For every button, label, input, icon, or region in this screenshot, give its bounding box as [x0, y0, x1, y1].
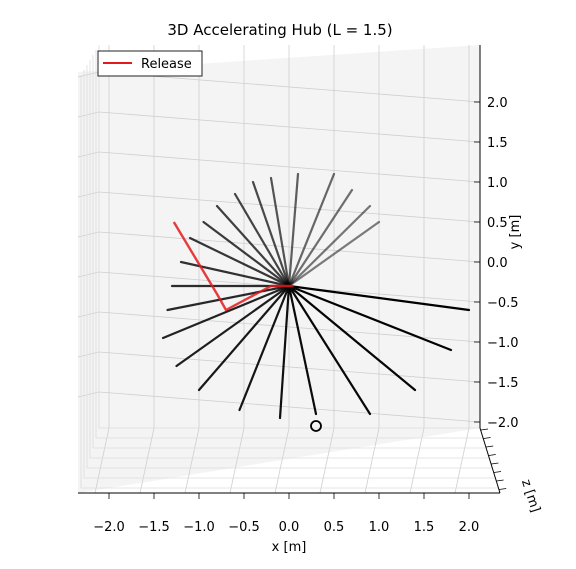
- snapshot-segment: [215, 204, 291, 288]
- y-gridline-side: [77, 231, 100, 238]
- snapshot-segment: [287, 220, 381, 288]
- y-gridline-side: [77, 271, 100, 278]
- snapshot-segment: [287, 284, 318, 416]
- x-gridline-floor: [229, 427, 245, 494]
- y-gridline: [98, 111, 481, 143]
- y-gridline-side: [77, 191, 100, 198]
- y-gridline: [98, 351, 481, 383]
- release-curve: [172, 221, 294, 312]
- grid: [77, 45, 498, 494]
- y-gridline-side: [77, 351, 100, 358]
- x-gridline-floor: [364, 427, 380, 494]
- snapshot-segment: [287, 172, 336, 288]
- x-gridline-floor: [319, 427, 335, 494]
- snapshot-segment: [287, 284, 417, 392]
- y-tick-label: −2.0: [487, 416, 519, 431]
- snapshot-segment: [287, 204, 372, 288]
- z-tick-mark: [483, 437, 491, 439]
- x-gridline-floor: [139, 427, 155, 494]
- y-tick-label: 2.0: [487, 96, 508, 111]
- y-gridline-side: [77, 391, 100, 398]
- legend: Release: [97, 50, 203, 77]
- snapshot-segment: [238, 284, 291, 412]
- snapshot-segment: [202, 220, 291, 288]
- x-tick-label: −2.0: [93, 520, 125, 535]
- z-tick-mark: [480, 428, 489, 431]
- snapshot-segment: [175, 284, 291, 368]
- z-ticks: [480, 428, 507, 490]
- snapshot-segment: [287, 188, 354, 288]
- snapshot-segment: [269, 176, 291, 288]
- y-ticks: 2.0 1.5 1.0 0.5 0.0 −0.5 −1.0 −1.5 −2.0: [474, 96, 519, 431]
- snapshot-segment: [197, 284, 291, 392]
- y-tick-label: 0.5: [487, 216, 508, 231]
- y-tick-label: 1.0: [487, 176, 508, 191]
- z-tick-mark: [486, 445, 494, 448]
- x-tick-label: −1.5: [138, 520, 170, 535]
- y-tick-label: −1.5: [487, 376, 519, 391]
- x-tick-label: 1.5: [414, 520, 435, 535]
- chart-title: 3D Accelerating Hub (L = 1.5): [167, 21, 392, 39]
- snapshot-segment: [287, 284, 372, 416]
- y-gridline-side: [77, 151, 100, 158]
- x-ticks: −2.0 −1.5 −1.0 −0.5 0.0 0.5 1.0 1.5 2.0: [93, 493, 479, 535]
- y-tick-label: 1.5: [487, 136, 508, 151]
- snapshot-segment: [161, 284, 291, 340]
- x-tick-label: −1.0: [183, 520, 215, 535]
- y-gridline-side: [77, 111, 100, 118]
- x-gridline-floor: [274, 427, 290, 494]
- y-gridline-side: [77, 71, 100, 78]
- snapshot-segment: [287, 284, 453, 352]
- z-axis-line: [479, 427, 501, 494]
- x-gridline-floor: [94, 427, 110, 494]
- z-tick-mark: [488, 454, 496, 456]
- snapshot-segment: [188, 236, 291, 288]
- y-tick-label: −1.0: [487, 336, 519, 351]
- y-gridline-side: [77, 311, 100, 318]
- y-gridline: [98, 191, 481, 223]
- y-gridline: [98, 71, 481, 103]
- y-axis-label: y [m]: [508, 215, 523, 250]
- y-gridline: [98, 151, 481, 183]
- x-gridline-floor: [409, 427, 425, 494]
- legend-label-release: Release: [141, 57, 192, 72]
- x-tick-label: 2.0: [459, 520, 480, 535]
- y-tick-label: −0.5: [487, 296, 519, 311]
- x-gridline-floor: [454, 427, 470, 494]
- snapshot-segment: [287, 284, 471, 312]
- snapshot-segment: [233, 192, 291, 288]
- y-tick-label: 0.0: [487, 256, 508, 271]
- x-gridline-floor: [184, 427, 200, 494]
- snapshot-segment: [166, 284, 291, 312]
- rod-snapshots: [161, 172, 471, 420]
- snapshot-segment: [287, 172, 300, 288]
- z-tick-mark: [499, 488, 507, 490]
- x-axis-label: x [m]: [272, 540, 307, 555]
- z-tick-mark: [496, 479, 504, 482]
- y-gridline: [98, 391, 481, 423]
- final-position-marker: [310, 420, 322, 432]
- z-axis-label: z [m]: [518, 478, 543, 515]
- x-tick-label: 0.0: [279, 520, 300, 535]
- snapshot-segment: [251, 180, 291, 288]
- z-tick-mark: [493, 471, 502, 473]
- snapshot-segment: [278, 284, 291, 420]
- x-tick-label: 0.5: [324, 520, 345, 535]
- z-tick-mark: [491, 462, 499, 465]
- y-gridline: [98, 231, 481, 263]
- release-series: [172, 221, 294, 312]
- x-tick-label: 1.0: [369, 520, 390, 535]
- x-tick-label: −0.5: [228, 520, 260, 535]
